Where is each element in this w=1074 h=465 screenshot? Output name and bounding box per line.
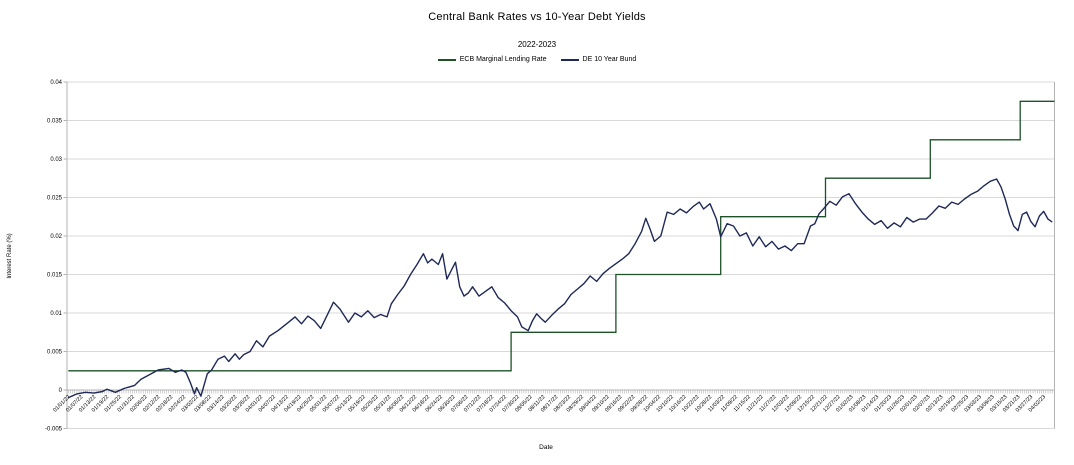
y-tick-label: 0.03 xyxy=(50,157,62,163)
y-tick-label: 0.005 xyxy=(47,350,63,356)
legend-item-bund: DE 10 Year Bund xyxy=(560,56,637,63)
y-tick-label: 0.025 xyxy=(47,196,63,202)
y-tick-label: 0.01 xyxy=(50,311,62,317)
y-tick-label: 0 xyxy=(59,388,63,394)
ecb-rate-line xyxy=(68,100,1055,372)
x-minor-ticks xyxy=(68,390,1055,394)
bund-yield-line xyxy=(68,178,1053,399)
chart-title: Central Bank Rates vs 10-Year Debt Yield… xyxy=(428,11,646,23)
y-tick-label: 0.02 xyxy=(50,234,62,240)
y-tick-label: 0.015 xyxy=(47,273,63,279)
legend-label-bund: DE 10 Year Bund xyxy=(582,56,637,63)
legend: ECB Marginal Lending Rate DE 10 Year Bun… xyxy=(0,56,1074,63)
chart-subtitle: 2022-2023 xyxy=(517,40,557,49)
x-axis-title: Date xyxy=(539,444,553,451)
ecb-line-swatch-icon xyxy=(437,58,456,61)
legend-label-ecb: ECB Marginal Lending Rate xyxy=(459,56,547,63)
legend-item-ecb: ECB Marginal Lending Rate xyxy=(437,56,547,63)
y-tick-label: -0.005 xyxy=(45,427,63,433)
bund-line-swatch-icon xyxy=(560,58,579,61)
y-tick-label: 0.035 xyxy=(47,119,63,125)
y-tick-label: 0.04 xyxy=(50,80,62,86)
